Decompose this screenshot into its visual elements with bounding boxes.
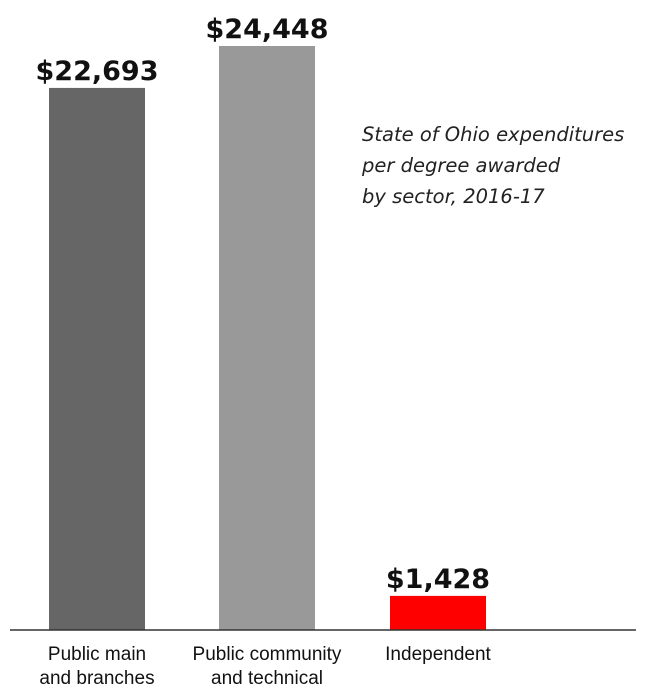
category-label-1-line-0: Public community xyxy=(193,644,342,665)
category-labels: Public main and branches Public community a… xyxy=(39,644,491,689)
chart-title: State of Ohio expenditures per degree awa… xyxy=(361,123,624,208)
title-line-1: per degree awarded xyxy=(361,154,561,177)
value-label-1: $24,448 xyxy=(206,14,329,45)
value-label-0: $22,693 xyxy=(36,56,159,87)
bar-1 xyxy=(219,46,315,630)
value-labels: $22,693 $24,448 $1,428 xyxy=(36,14,491,595)
bar-0 xyxy=(49,87,145,631)
category-label-1-line-1: and technical xyxy=(211,668,323,689)
title-line-2: by sector, 2016-17 xyxy=(362,185,545,208)
bar-2 xyxy=(390,595,486,630)
value-label-2: $1,428 xyxy=(386,564,490,595)
category-label-0-line-1: and branches xyxy=(39,668,154,689)
category-label-2-line-0: Independent xyxy=(385,644,491,665)
bars xyxy=(49,46,486,631)
title-line-0: State of Ohio expenditures xyxy=(362,123,624,146)
category-label-0-line-0: Public main xyxy=(48,644,146,665)
